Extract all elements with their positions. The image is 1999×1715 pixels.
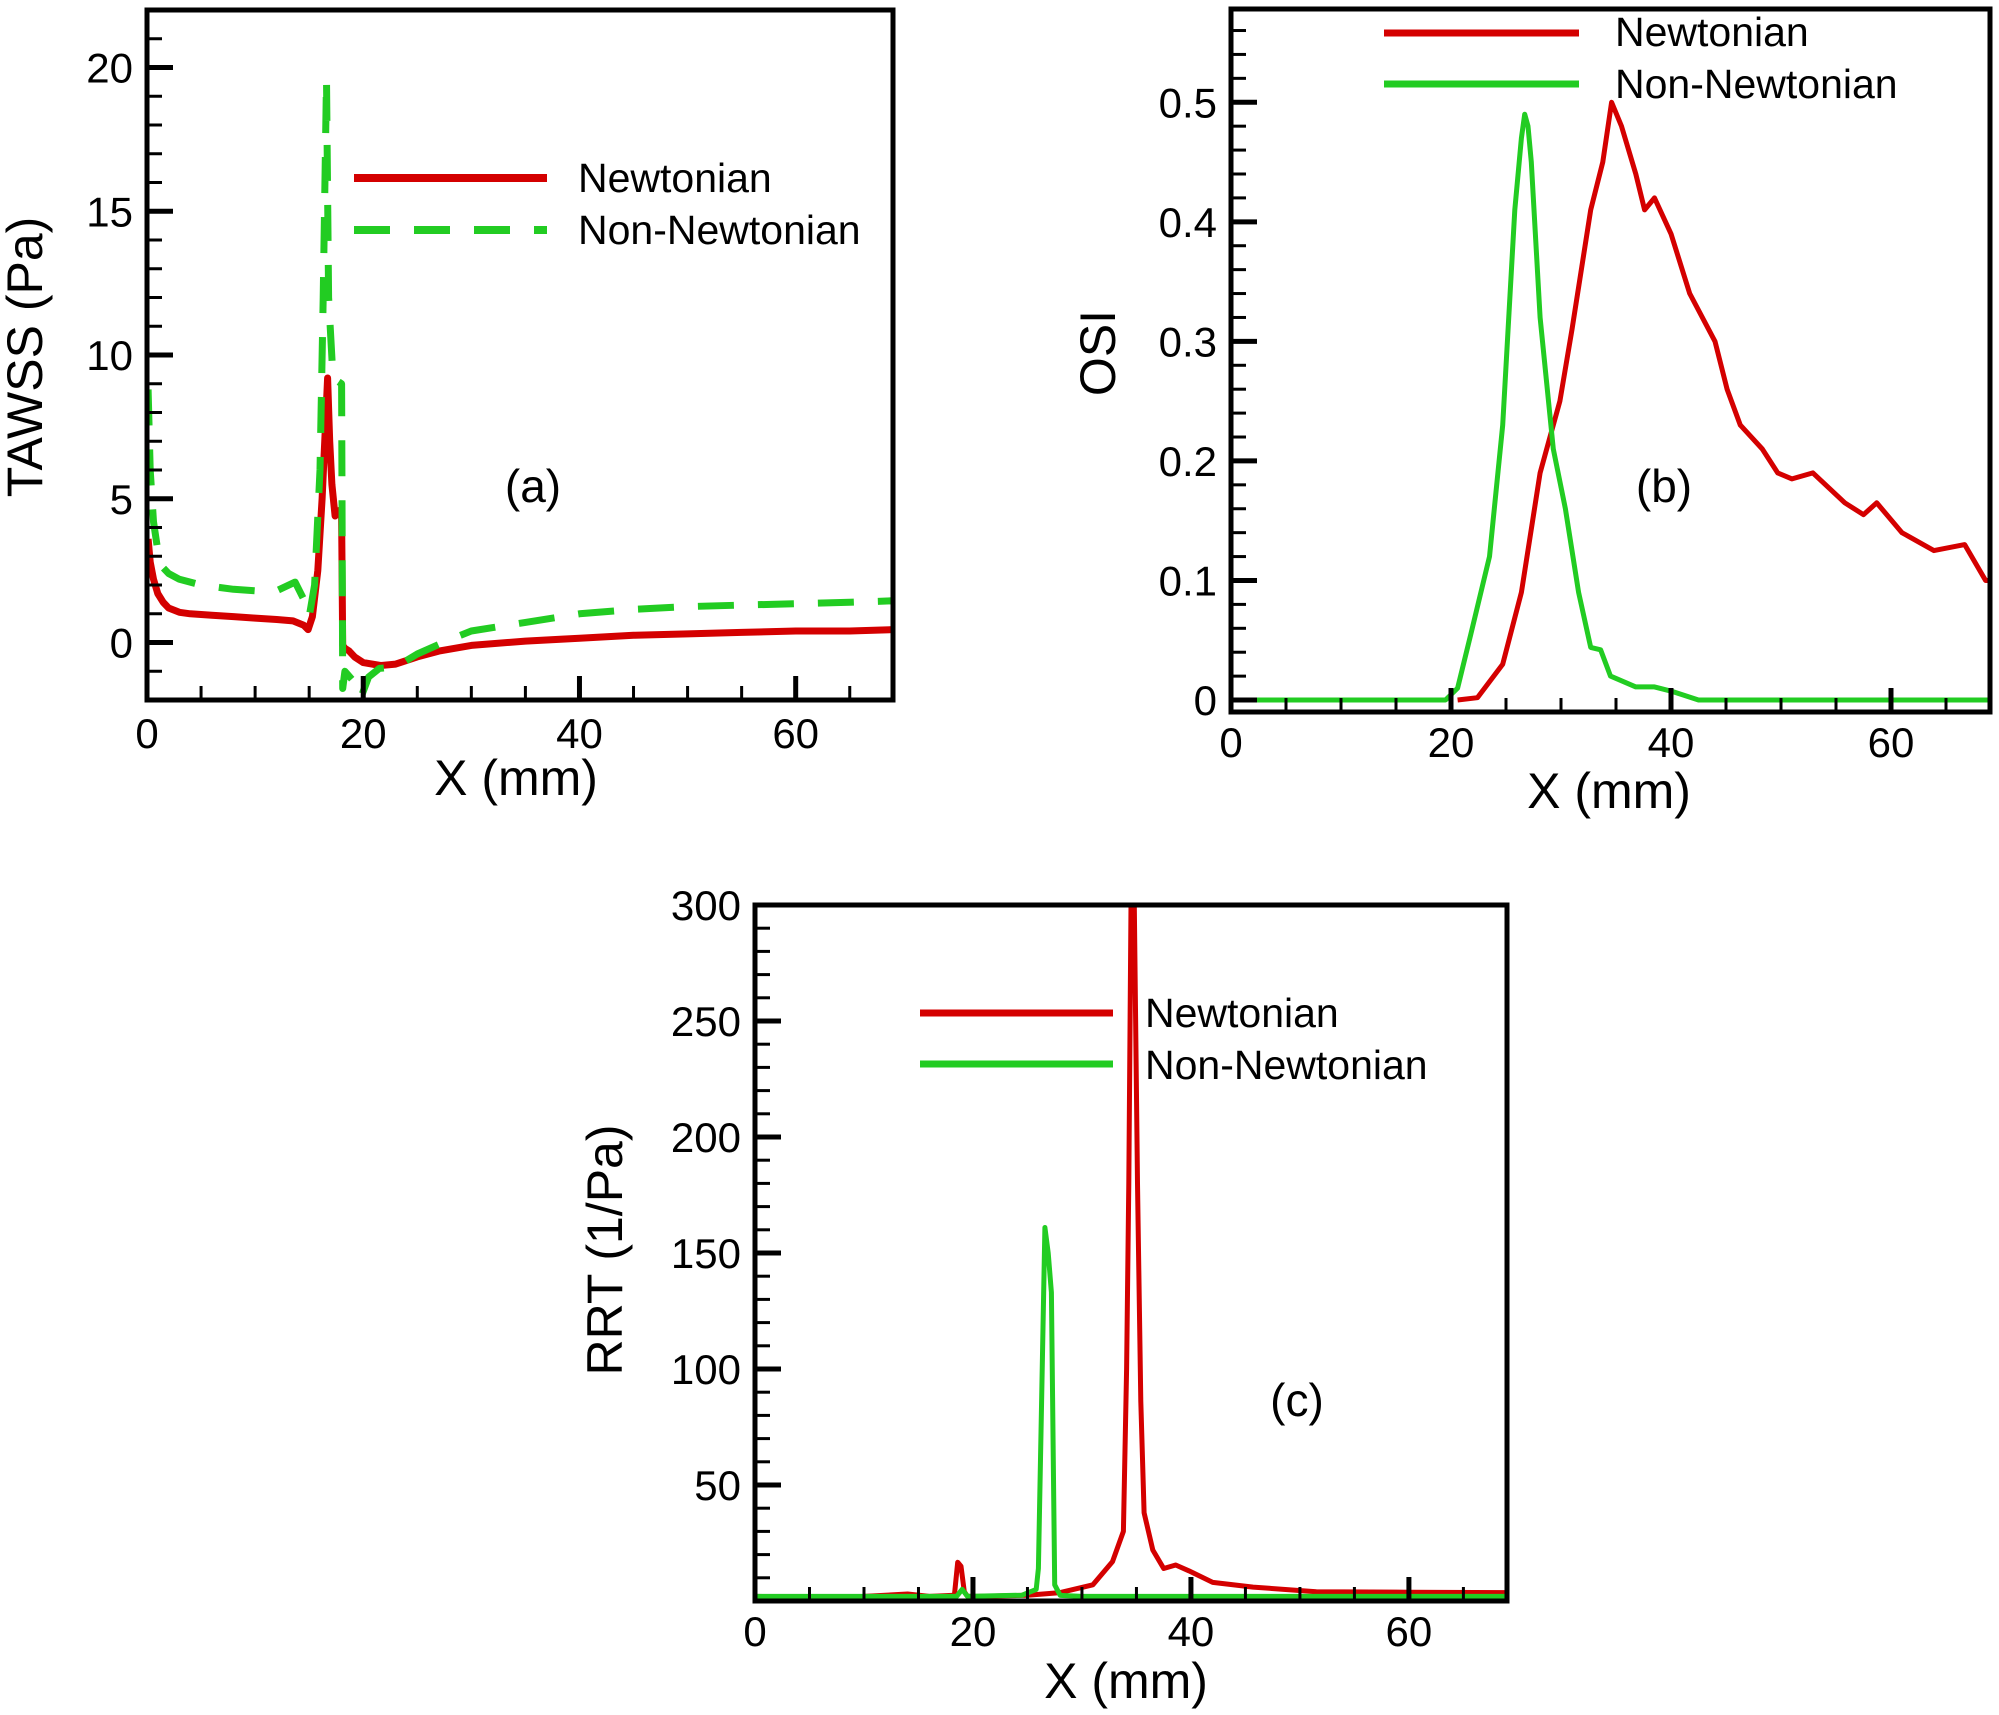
legend-label-newtonian: Newtonian — [1145, 990, 1339, 1036]
panel-a-series — [147, 75, 893, 700]
x-tick-label: 20 — [1428, 719, 1475, 766]
panel-a-x-axis-title: X (mm) — [434, 750, 598, 806]
legend-label-non-newtonian: Non-Newtonian — [1615, 61, 1898, 107]
panel-b-osi: 0 20 40 60 0 0.1 0.2 0.3 0.4 0.5 OSI X (mm) (b) N… — [1070, 6, 1993, 819]
panel-a-frame — [144, 7, 896, 703]
panel-c-label: (c) — [1270, 1374, 1324, 1426]
x-tick-label: 0 — [743, 1608, 766, 1655]
y-tick-label: 0.3 — [1159, 318, 1217, 365]
y-tick-label: 0 — [110, 620, 133, 667]
series-line-non-newtonian — [1231, 111, 1990, 703]
y-tick-label: 200 — [671, 1114, 741, 1161]
panel-b-legend: Newtonian Non-Newtonian — [1384, 9, 1898, 107]
x-tick-label: 60 — [1386, 1608, 1433, 1655]
series-line-non-newtonian — [755, 1225, 1507, 1599]
panel-c-rrt: 0 20 40 60 50 100 150 200 250 300 RRT (1/Pa) X (m… — [577, 882, 1510, 1709]
legend-label-non-newtonian: Non-Newtonian — [578, 207, 861, 253]
x-tick-label: 40 — [556, 710, 603, 757]
panel-b-frame — [1228, 6, 1993, 715]
x-tick-label: 20 — [950, 1608, 997, 1655]
y-tick-label: 0.5 — [1159, 79, 1217, 126]
series-line-newtonian — [755, 905, 1507, 1600]
y-tick-label: 0.4 — [1159, 199, 1217, 246]
panel-c-frame — [752, 902, 1510, 1604]
panel-a-ticks: 0 20 40 60 0 5 10 15 20 — [86, 8, 852, 757]
panel-c-ticks: 0 20 40 60 50 100 150 200 250 300 — [671, 882, 1465, 1655]
y-tick-label: 50 — [694, 1462, 741, 1509]
panel-a-y-axis-title: TAWSS (Pa) — [0, 217, 53, 498]
panel-b-x-axis-title: X (mm) — [1527, 763, 1691, 819]
panel-b-ticks: 0 20 40 60 0 0.1 0.2 0.3 0.4 0.5 — [1159, 29, 1948, 766]
y-tick-label: 0 — [1194, 677, 1217, 724]
y-tick-label: 150 — [671, 1230, 741, 1277]
x-tick-label: 40 — [1648, 719, 1695, 766]
panel-b-series — [1231, 99, 1990, 703]
x-tick-label: 0 — [135, 710, 158, 757]
y-tick-label: 100 — [671, 1346, 741, 1393]
panel-a-tawss: 0 20 40 60 0 5 10 15 20 TAWSS (Pa) X (mm) (a) Ne… — [0, 7, 896, 806]
panel-a-label: (a) — [505, 460, 561, 512]
legend-label-non-newtonian: Non-Newtonian — [1145, 1042, 1428, 1088]
x-tick-label: 60 — [1868, 719, 1915, 766]
legend-label-newtonian: Newtonian — [578, 155, 772, 201]
panel-c-y-axis-title: RRT (1/Pa) — [577, 1124, 633, 1375]
series-line-non-newtonian — [147, 75, 893, 700]
x-tick-label: 20 — [340, 710, 387, 757]
y-tick-label: 10 — [86, 332, 133, 379]
x-tick-label: 40 — [1168, 1608, 1215, 1655]
legend-label-newtonian: Newtonian — [1615, 9, 1809, 55]
panel-c-x-axis-title: X (mm) — [1044, 1653, 1208, 1709]
y-tick-label: 0.1 — [1159, 557, 1217, 604]
panel-c-series — [755, 905, 1507, 1600]
x-tick-label: 60 — [772, 710, 819, 757]
y-tick-label: 5 — [110, 476, 133, 523]
y-tick-label: 0.2 — [1159, 438, 1217, 485]
panel-a-legend: Newtonian Non-Newtonian — [354, 155, 861, 253]
panel-b-label: (b) — [1636, 460, 1692, 512]
x-tick-label: 0 — [1219, 719, 1242, 766]
y-tick-label: 15 — [86, 188, 133, 235]
y-tick-label: 300 — [671, 882, 741, 929]
panel-c-legend: Newtonian Non-Newtonian — [920, 990, 1428, 1088]
series-line-newtonian — [147, 374, 893, 669]
panel-b-y-axis-title: OSI — [1070, 310, 1126, 396]
series-line-newtonian — [1457, 99, 1990, 703]
y-tick-label: 250 — [671, 998, 741, 1045]
y-tick-label: 20 — [86, 45, 133, 92]
